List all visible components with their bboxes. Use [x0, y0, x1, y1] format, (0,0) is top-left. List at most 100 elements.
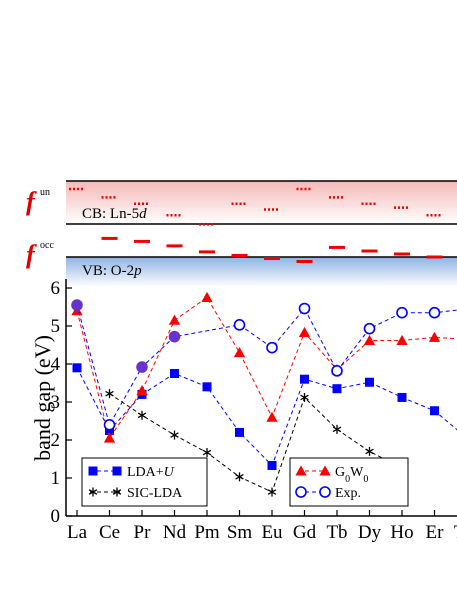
x-tick-label-sm: Sm: [227, 522, 253, 543]
vb-band-region: [66, 257, 457, 287]
point-lda-u-pm: [202, 382, 212, 392]
legend-entry-lda-u: LDA+U: [88, 465, 175, 480]
series-exp: [71, 299, 457, 431]
point-exp-pr: [136, 361, 148, 373]
y-tick-label: 5: [51, 316, 61, 337]
x-tick-label-gd: Gd: [293, 522, 317, 543]
x-ticks: La Ce Pr Nd Pm Sm Eu Gd Tb Dy Ho Er Tm: [67, 510, 457, 543]
legend-entry-sic-lda: SIC-LDA: [88, 486, 183, 501]
x-tick-label-ho: Ho: [390, 522, 413, 543]
x-tick-label-tm: Tm: [454, 522, 457, 543]
legend-label-sic-lda: SIC-LDA: [127, 486, 183, 501]
x-tick-label-eu: Eu: [261, 522, 283, 543]
point-g0w0-nd: [168, 314, 181, 325]
point-lda-u-dy: [365, 377, 374, 387]
series-line-sic-lda: [109, 393, 403, 493]
point-lda-u-eu: [267, 460, 277, 470]
point-g0w0-pr: [136, 384, 148, 396]
point-lda-u-gd: [300, 374, 309, 384]
cb-label: CB: Ln-5d: [82, 206, 147, 222]
legend-marker-lda-u-a: [88, 466, 98, 476]
plot-axes: 0 1 2 3 4 5 6 La Ce Pr Nd Pm Sm Eu Gd Tb Dy Ho Er Tm band …: [30, 278, 457, 543]
point-g0w0-sm: [233, 346, 246, 358]
y-tick-label: 2: [51, 430, 61, 451]
legend-entry-exp: Exp.: [295, 486, 361, 501]
f-occ-sup: occ: [40, 240, 54, 251]
point-exp-ho: [396, 306, 408, 319]
point-exp-la: [71, 299, 83, 311]
point-g0w0-ho: [396, 334, 408, 345]
x-tick-label-pr: Pr: [134, 522, 152, 543]
y-ticks: 0 1 2 3 4 5 6: [51, 278, 72, 527]
point-g0w0-eu: [266, 411, 278, 422]
y-tick-label: 6: [51, 278, 61, 299]
y-tick-label: 4: [51, 354, 61, 375]
y-tick-label: 3: [51, 392, 61, 413]
series-line-g0w0: [76, 296, 457, 440]
legend-label-exp: Exp.: [335, 486, 361, 501]
legend-marker-sic-lda-a: [88, 487, 98, 497]
legend-left: LDA+U SIC-LDA: [81, 457, 208, 507]
x-tick-label-tb: Tb: [326, 522, 347, 543]
legend-label-lda-u: LDA+U: [127, 465, 175, 480]
point-sic-lda-ce: [105, 389, 114, 399]
legend-marker-g0w0-a: [295, 465, 307, 476]
point-exp-ce: [103, 418, 116, 431]
point-exp-sm: [233, 319, 246, 331]
legend-marker-g0w0-b: [319, 465, 331, 476]
point-g0w0-dy: [363, 334, 376, 345]
point-lda-u-la: [72, 363, 82, 373]
x-tick-label-er: Er: [426, 522, 445, 543]
f-occ-label: f: [26, 240, 37, 269]
f-unocc-sup: un: [40, 187, 50, 198]
f-unocc-label: f: [26, 187, 37, 216]
energy-level-schematic: CB: Ln-5d VB: O-2p f un f occ: [26, 180, 457, 287]
point-exp-gd: [298, 302, 311, 315]
x-tick-label-la: La: [67, 522, 88, 543]
point-exp-tb: [331, 365, 343, 377]
point-lda-u-sm: [235, 427, 244, 437]
point-exp-dy: [363, 322, 376, 335]
y-tick-label: 1: [51, 468, 61, 489]
series-lda-u: [72, 363, 457, 470]
point-sic-lda-pr: [137, 410, 147, 420]
point-exp-eu: [266, 341, 278, 354]
y-tick-label: 0: [51, 506, 61, 527]
legend-right-box: [289, 457, 409, 507]
point-g0w0-ce: [103, 432, 116, 443]
legend-marker-exp-a: [295, 486, 307, 498]
x-tick-label-ce: Ce: [99, 522, 120, 543]
point-sic-lda-dy: [365, 446, 374, 456]
legend-marker-sic-lda-b: [112, 487, 122, 497]
f-level-markers: [69, 187, 443, 263]
point-exp-nd: [168, 330, 181, 343]
point-lda-u-tb: [332, 384, 342, 394]
y-axis-title: band gap (eV): [30, 335, 55, 461]
point-g0w0-gd: [298, 326, 311, 337]
legend-marker-exp-b: [319, 486, 331, 498]
point-sic-lda-eu: [267, 487, 277, 497]
legend-label-g0w0: G0W0: [335, 465, 368, 485]
x-tick-label-nd: Nd: [163, 522, 187, 543]
x-tick-label-dy: Dy: [358, 522, 382, 543]
point-g0w0-pm: [201, 291, 213, 302]
point-g0w0-er: [428, 331, 441, 342]
cb-band-region: [66, 181, 457, 224]
data-series: [71, 291, 457, 497]
point-lda-u-ho: [397, 392, 407, 402]
x-tick-label-pm: Pm: [194, 522, 220, 543]
legend-left-box: [81, 457, 208, 507]
point-lda-u-er: [430, 406, 439, 416]
point-sic-lda-gd: [300, 392, 309, 402]
point-exp-er: [428, 306, 441, 319]
legend-entry-g0w0: G0W0: [295, 465, 368, 485]
point-sic-lda-tb: [332, 424, 342, 434]
point-sic-lda-pm: [202, 448, 212, 458]
legend-marker-lda-u-b: [112, 466, 122, 476]
point-sic-lda-nd: [170, 430, 179, 440]
series-line-lda-u: [76, 367, 457, 467]
vb-label: VB: O-2p: [82, 263, 142, 279]
point-sic-lda-sm: [235, 472, 244, 482]
